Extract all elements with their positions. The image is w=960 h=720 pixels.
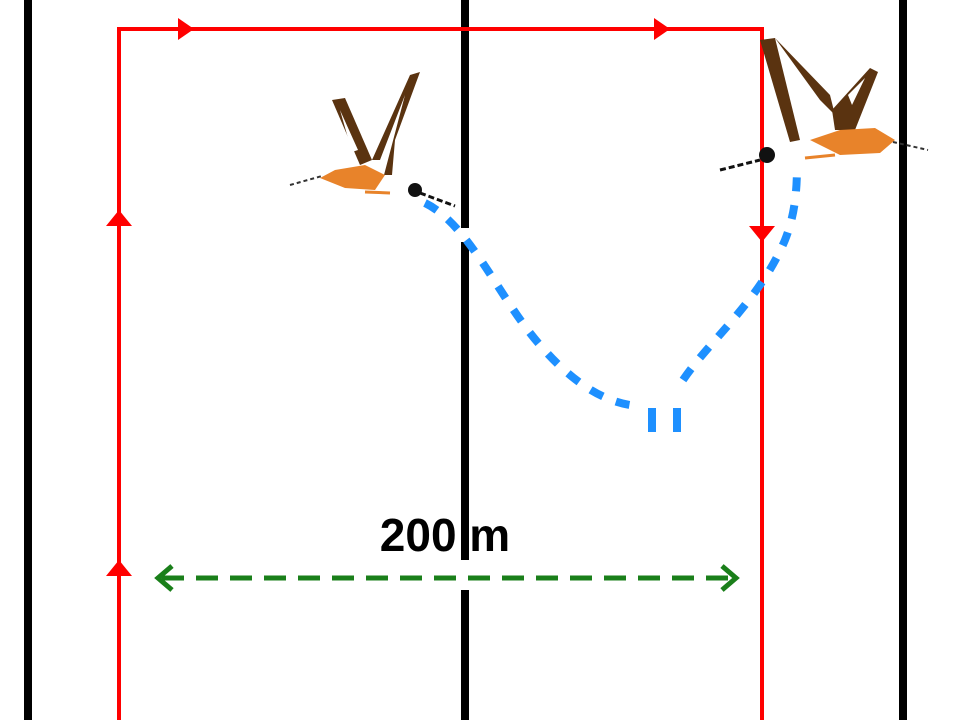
arrow-down-icon: [749, 226, 775, 242]
transect-path: [106, 18, 775, 720]
arrow-up-icon: [106, 210, 132, 226]
distance-label: 200 m: [379, 509, 511, 561]
arrow-right-icon: [720, 564, 740, 592]
arrow-right-icon: [178, 18, 194, 40]
bird-right-icon: [719, 38, 929, 172]
arrow-left-icon: [154, 564, 174, 592]
bird-left-icon: [289, 72, 456, 208]
arrow-up-icon: [106, 560, 132, 576]
boundary-lines: [24, 0, 907, 720]
distance-arrow: [154, 564, 740, 592]
flight-path: [423, 164, 801, 432]
arrow-right-icon: [654, 18, 670, 40]
